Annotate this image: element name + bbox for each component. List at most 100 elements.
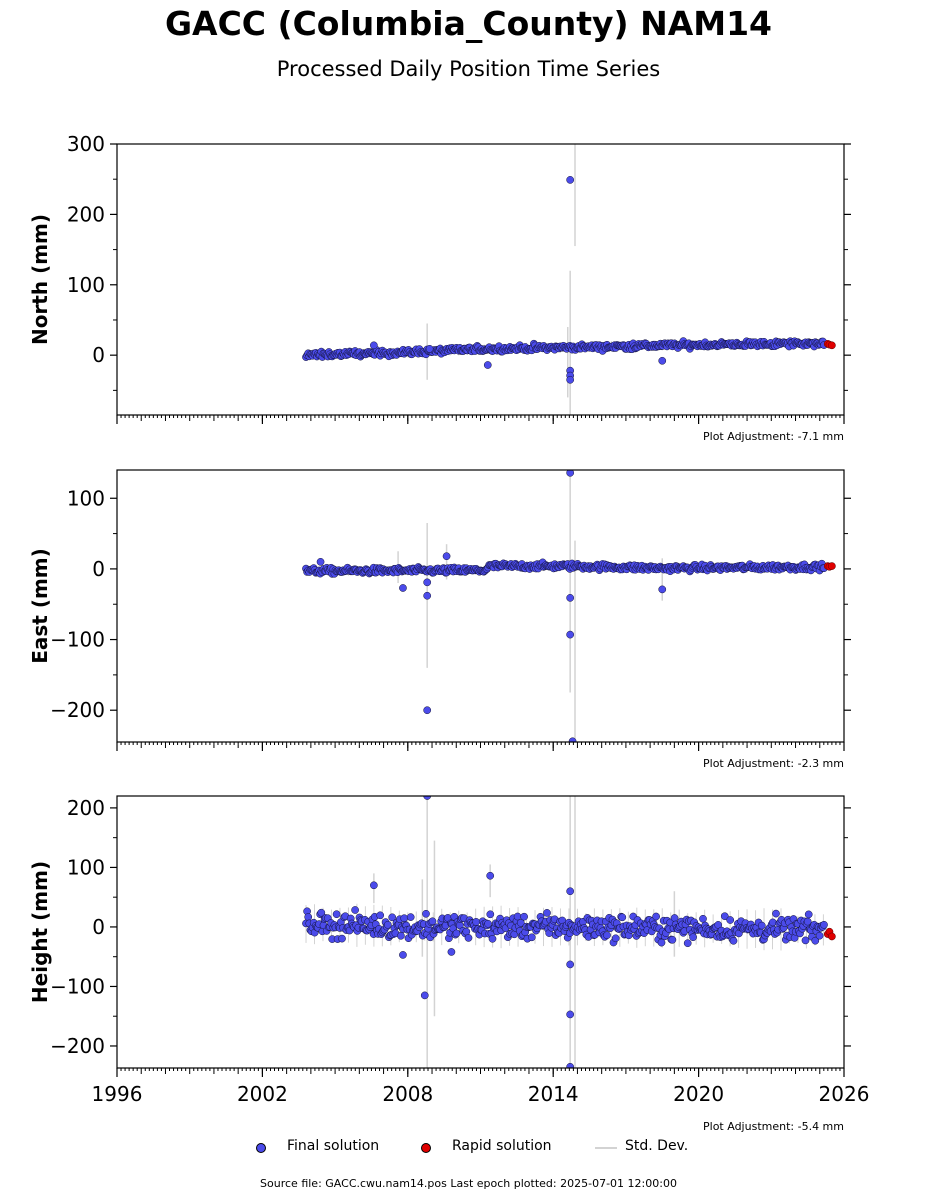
rapid-point xyxy=(828,562,836,570)
final-point xyxy=(670,914,679,922)
final-point xyxy=(768,918,777,927)
final-outlier-point xyxy=(399,584,407,592)
final-point xyxy=(488,934,497,943)
legend-marker-rapid xyxy=(421,1143,431,1153)
final-point xyxy=(811,936,820,945)
y-tick-label: 0 xyxy=(92,343,105,367)
final-outlier-point xyxy=(566,1062,575,1068)
plot-area xyxy=(302,144,836,415)
plot-adjustment-label: Plot Adjustment: -5.4 mm xyxy=(703,1120,844,1133)
final-point xyxy=(720,912,729,921)
y-tick-label: −100 xyxy=(50,628,105,652)
final-point xyxy=(406,913,415,921)
final-point xyxy=(317,908,326,917)
chart-subtitle: Processed Daily Position Time Series xyxy=(276,57,661,81)
chart-title: GACC (Columbia_County) NAM14 xyxy=(164,4,773,43)
x-tick-label: 2008 xyxy=(382,1082,433,1106)
legend-label-stddev: Std. Dev. xyxy=(625,1138,689,1154)
panel-north: 0 100 200 300 North (mm) Plot Adjustment: -7.… xyxy=(28,132,851,443)
final-point xyxy=(611,934,620,943)
panel-east: −200 −100 0 100 East (mm) Plot Adjustment: -2… xyxy=(28,469,851,770)
final-outlier-point xyxy=(486,871,495,880)
final-outlier-point xyxy=(566,594,575,602)
legend: Final solution Rapid solution Std. Dev. xyxy=(250,1138,710,1158)
final-point xyxy=(486,910,495,919)
final-point xyxy=(603,931,611,940)
rapid-point xyxy=(828,341,836,350)
final-point xyxy=(618,913,627,922)
x-tick-label: 2014 xyxy=(528,1082,579,1106)
axes-frame xyxy=(116,143,845,416)
final-point xyxy=(527,933,536,942)
final-point xyxy=(400,914,409,923)
final-point xyxy=(452,929,461,938)
plot-area xyxy=(302,470,836,742)
final-point xyxy=(804,910,813,919)
final-point xyxy=(338,934,346,943)
y-axis-label: Height (mm) xyxy=(28,861,52,1003)
final-outlier-point xyxy=(370,881,378,890)
final-point xyxy=(652,912,660,921)
final-point xyxy=(801,936,810,945)
final-outlier-point xyxy=(423,591,432,600)
final-point xyxy=(332,910,341,919)
legend-marker-final xyxy=(256,1143,266,1153)
y-axis-label: North (mm) xyxy=(28,214,52,345)
x-tick-label: 2020 xyxy=(673,1082,724,1106)
final-outlier-point xyxy=(447,948,456,956)
legend-label-final: Final solution xyxy=(287,1138,380,1154)
final-point xyxy=(304,913,313,921)
final-point xyxy=(428,917,437,926)
final-point xyxy=(815,931,824,940)
final-outlier-point xyxy=(658,356,667,365)
plot-area xyxy=(302,796,836,1068)
final-point xyxy=(729,936,738,945)
final-outlier-point xyxy=(566,375,575,384)
final-point xyxy=(714,921,723,929)
final-outlier-point xyxy=(566,960,575,969)
final-outlier-point xyxy=(423,578,432,587)
y-tick-label: 100 xyxy=(67,273,105,297)
y-tick-label: −200 xyxy=(50,698,105,722)
final-point xyxy=(683,939,692,948)
y-tick-label: 0 xyxy=(92,915,105,939)
final-point xyxy=(820,920,828,929)
final-point xyxy=(657,938,666,947)
final-point xyxy=(520,912,528,921)
legend-label-rapid: Rapid solution xyxy=(452,1138,552,1154)
final-outlier-point xyxy=(399,951,407,959)
final-point xyxy=(516,918,525,927)
final-point xyxy=(397,931,405,940)
final-outlier-point xyxy=(425,344,434,353)
legend-marker-stddev xyxy=(595,1147,617,1149)
final-point xyxy=(689,933,697,942)
y-tick-label: 200 xyxy=(67,202,105,226)
final-point xyxy=(376,911,385,920)
final-point xyxy=(484,919,492,928)
final-outlier-point xyxy=(423,706,432,715)
final-outlier-point xyxy=(566,887,575,896)
final-point xyxy=(668,935,677,944)
final-point xyxy=(726,916,735,924)
y-axis-label: East (mm) xyxy=(28,548,52,664)
final-point xyxy=(699,914,707,923)
final-outlier-point xyxy=(566,176,575,184)
final-outlier-point xyxy=(316,557,325,566)
x-tick-label: 2002 xyxy=(237,1082,288,1106)
y-tick-label: 100 xyxy=(67,486,105,510)
final-outlier-point xyxy=(566,470,575,477)
x-tick-label: 2026 xyxy=(819,1082,870,1106)
final-outlier-point xyxy=(370,341,378,350)
final-point xyxy=(383,920,392,929)
source-footer: Source file: GACC.cwu.nam14.pos Last epo… xyxy=(260,1177,677,1190)
y-tick-label: 0 xyxy=(92,557,105,581)
y-tick-label: −100 xyxy=(50,974,105,998)
panel-height: −200 −100 0 100 200 1996 2002 2008 2014 2020 2026 H… xyxy=(28,795,870,1133)
final-point xyxy=(757,921,766,930)
final-outlier-point xyxy=(568,737,577,742)
rapid-point xyxy=(828,932,836,941)
plot-adjustment-label: Plot Adjustment: -2.3 mm xyxy=(703,757,844,770)
final-outlier-point xyxy=(658,585,667,594)
plot-adjustment-label: Plot Adjustment: -7.1 mm xyxy=(703,430,844,443)
